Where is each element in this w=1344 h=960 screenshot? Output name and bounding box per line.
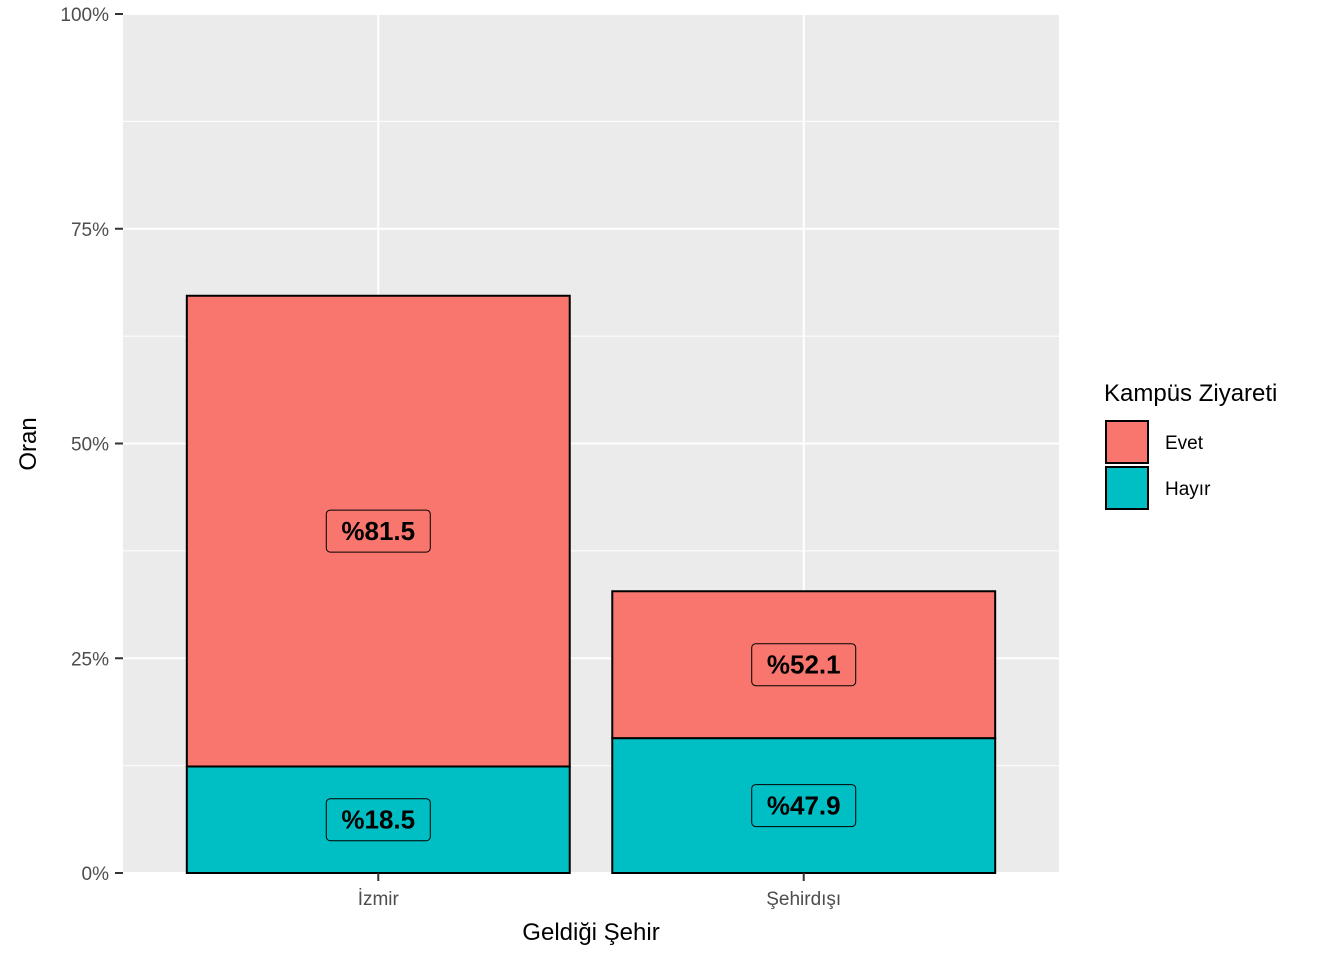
axes: 0% 25% 50% 75% 100% İzmir Şehirdışı [60,5,841,910]
legend-label: Evet [1165,433,1204,454]
data-label: %18.5 [341,805,415,835]
data-label-box: %47.9 [751,784,857,828]
y-tick-label: 50% [71,435,109,456]
data-labels: %18.5 %47.9 %81.5 %52.1 [325,509,857,842]
data-label: %81.5 [341,516,415,546]
data-label-box: %81.5 [325,509,431,553]
data-label: %47.9 [767,791,841,821]
y-tick-label: 0% [82,864,110,885]
x-tick-label: İzmir [358,889,400,910]
x-axis-title: Geldiği Şehir [522,919,659,946]
data-label-background [325,798,431,842]
legend-key-evet [1105,420,1149,464]
data-label-box: %18.5 [325,798,431,842]
y-tick-label: 75% [71,220,109,241]
data-label-background [751,643,857,687]
y-tick-label: 25% [71,649,109,670]
legend-title: Kampüs Ziyareti [1104,380,1277,407]
data-label-background [325,509,431,553]
legend: Kampüs Ziyareti Evet Hayır [1104,380,1277,510]
legend-label: Hayır [1165,479,1211,500]
legend-key-hayır [1105,466,1149,510]
y-axis-title: Oran [15,417,42,470]
y-tick-label: 100% [60,5,109,26]
data-label-box: %52.1 [751,643,857,687]
data-label: %52.1 [767,650,841,680]
data-label-background [751,784,857,828]
x-tick-label: Şehirdışı [766,889,841,910]
